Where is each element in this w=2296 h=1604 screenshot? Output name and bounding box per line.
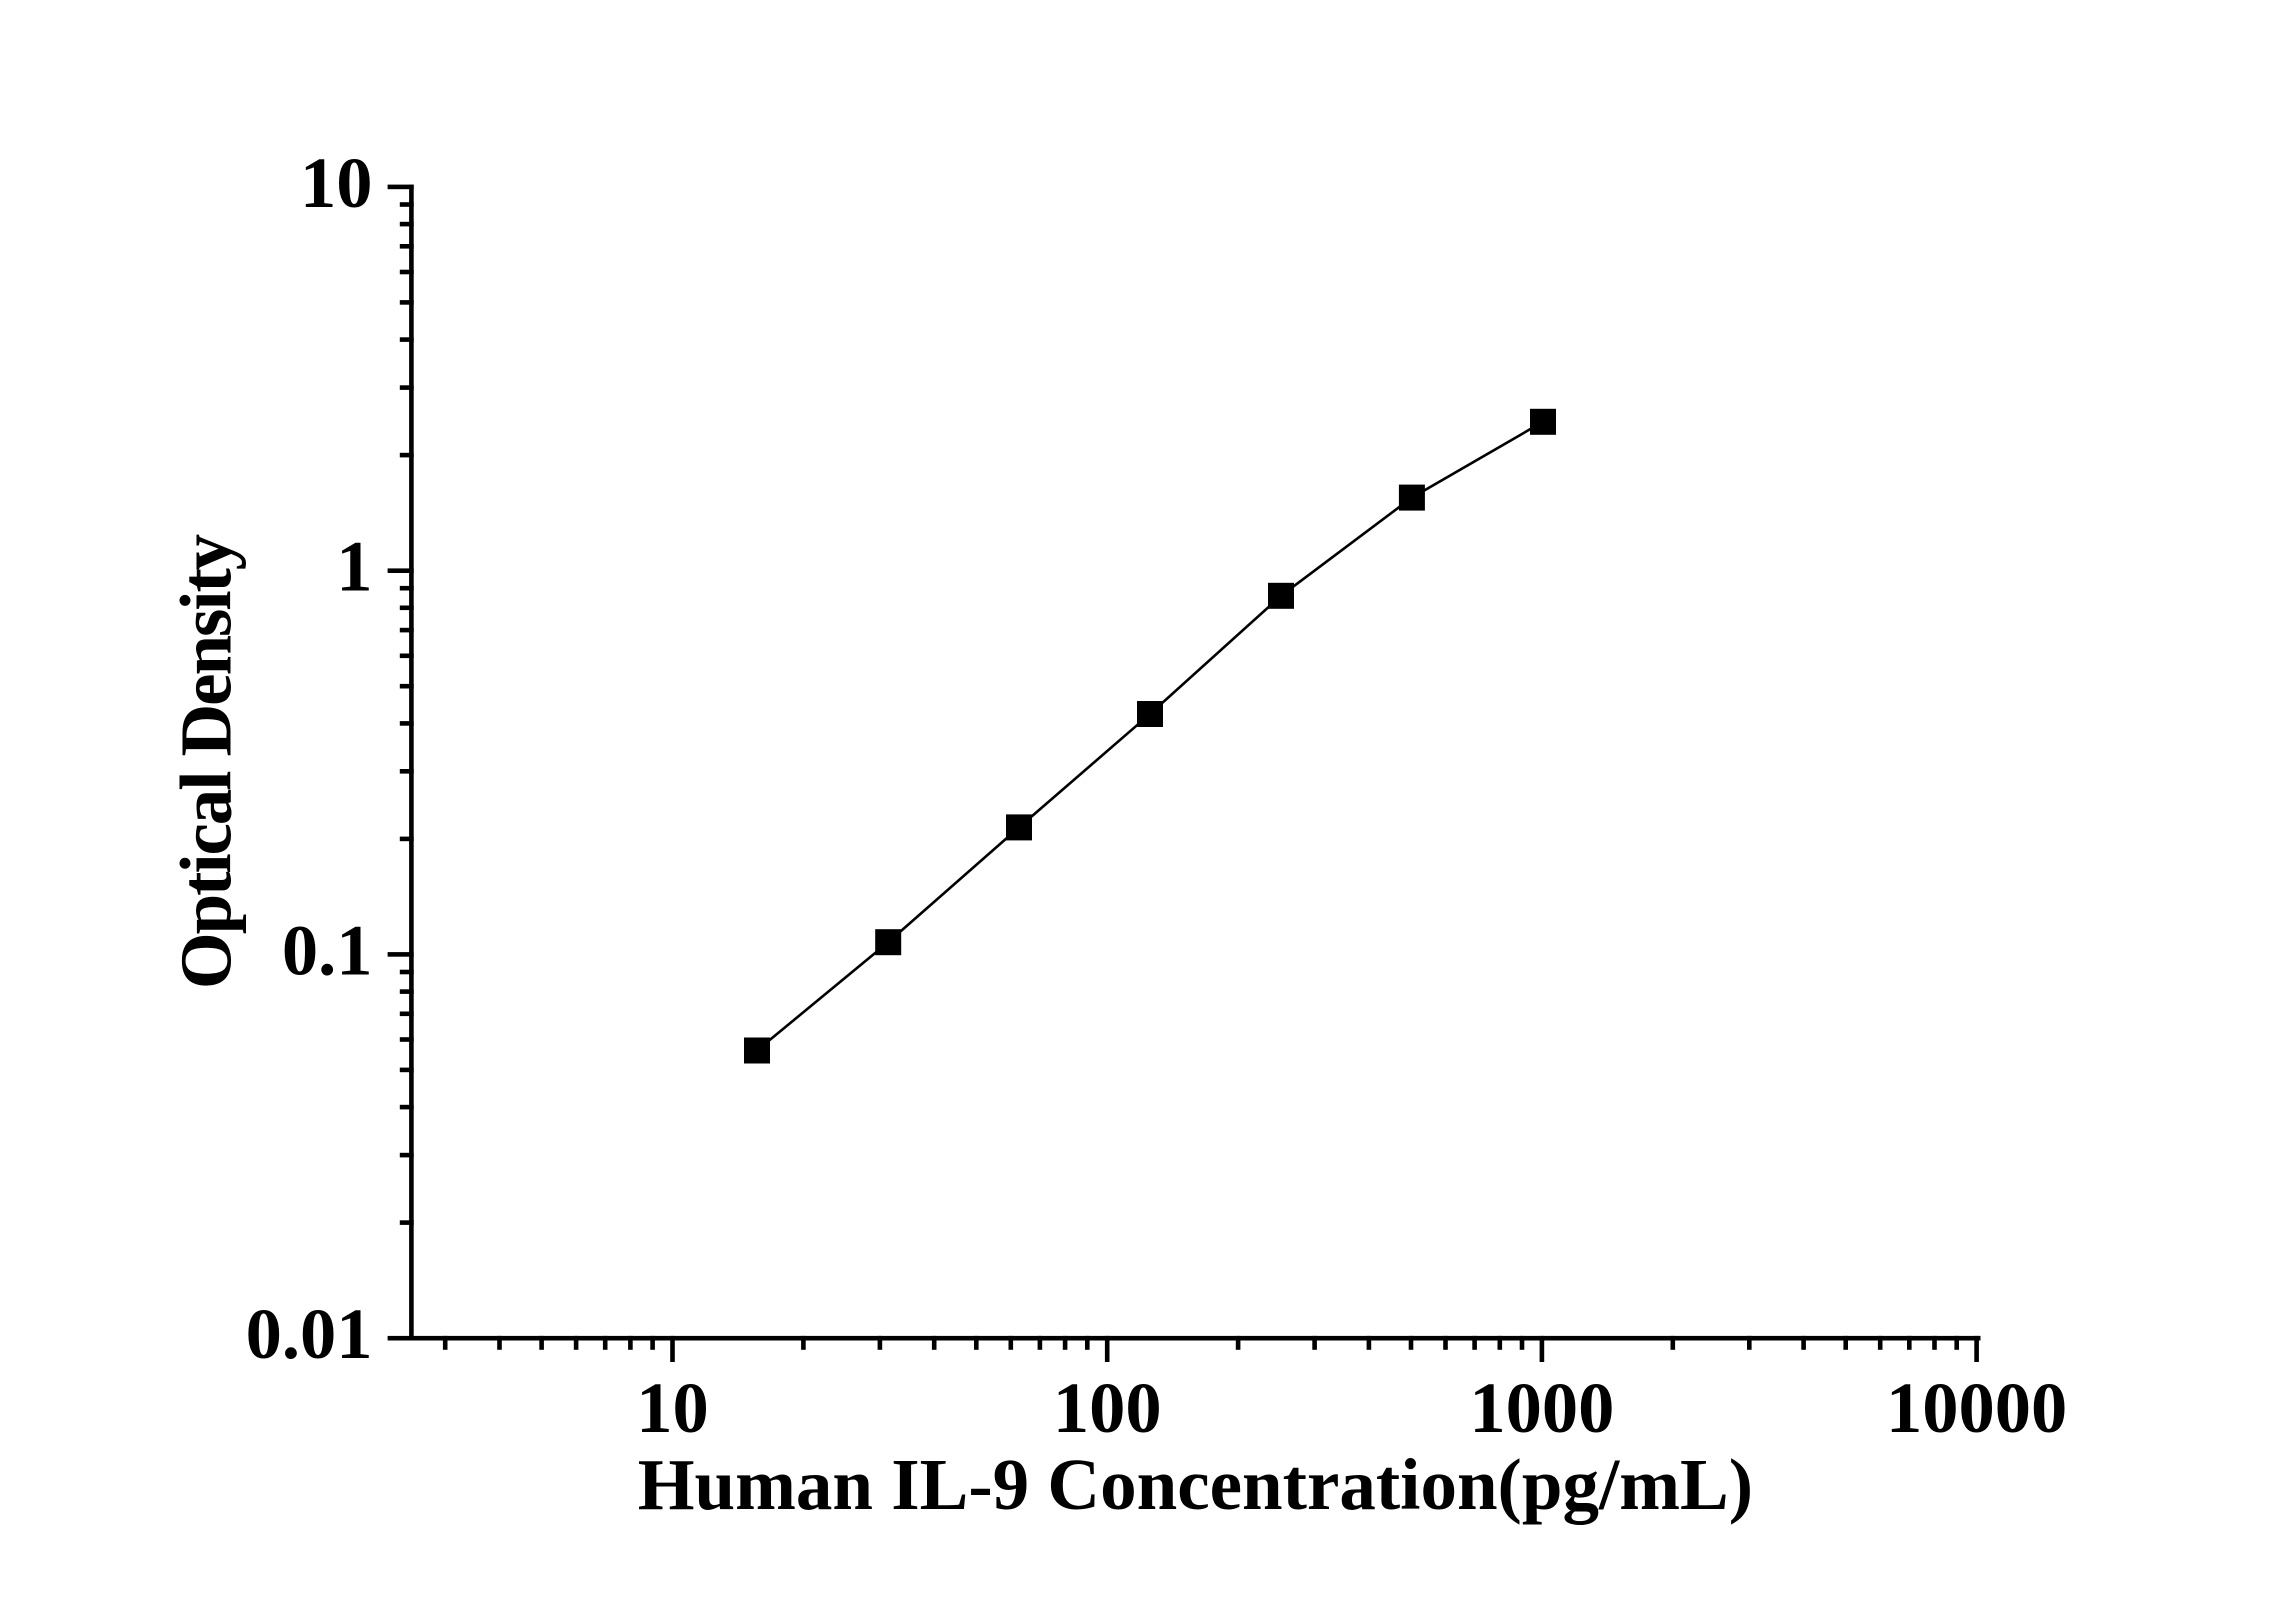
svg-text:1000: 1000	[1469, 1367, 1614, 1448]
svg-text:10000: 10000	[1886, 1367, 2067, 1448]
svg-text:Human IL-9 Concentration(pg/mL: Human IL-9 Concentration(pg/mL)	[638, 1444, 1753, 1525]
svg-text:0.01: 0.01	[246, 1293, 373, 1374]
svg-text:10: 10	[636, 1367, 709, 1448]
svg-text:0.1: 0.1	[282, 909, 373, 990]
svg-text:10: 10	[300, 142, 373, 223]
svg-text:100: 100	[1053, 1367, 1162, 1448]
svg-text:1: 1	[336, 526, 372, 607]
svg-text:Optical Density: Optical Density	[166, 534, 247, 989]
